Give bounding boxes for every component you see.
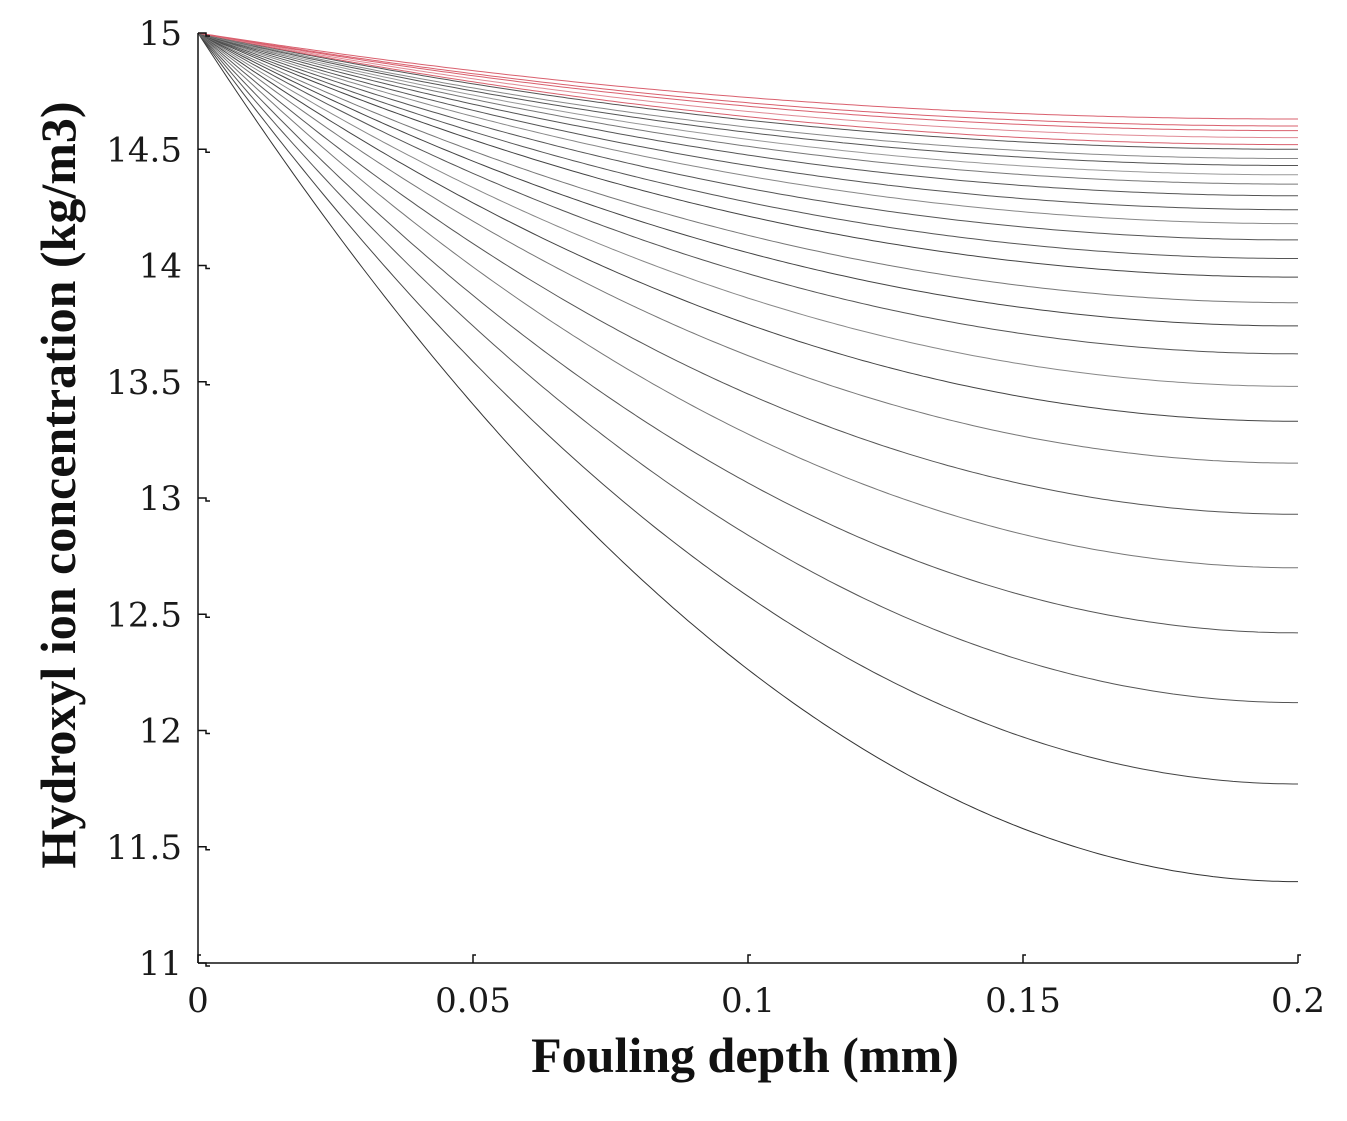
x-tick-label: 0.2 [1271,981,1325,1021]
x-axis-ticks: 0 0.05 0.1 0.15 0.2 [187,954,1325,1021]
y-tick-mark [198,148,210,153]
x-tick-mark [1022,954,1026,963]
curve-25 [197,32,1299,634]
y-tick-label: 13.5 [106,363,182,403]
curve-9 [197,32,1298,176]
axes [197,33,1298,964]
curve-17 [197,32,1298,304]
y-tick-mark [198,264,210,270]
y-tick-label: 13 [139,479,182,519]
y-tick-label: 12.5 [106,595,182,635]
curve-2 [197,32,1298,127]
curve-23 [197,32,1298,515]
x-tick-label: 0.05 [435,981,511,1021]
y-tick-label: 11 [139,944,182,984]
x-tick-mark [1297,954,1301,963]
curve-22 [197,32,1298,464]
curve-19 [197,32,1299,355]
x-tick-mark [472,954,476,963]
y-axis-ticks: 11 11.5 12 12.5 13 13.5 14 14.5 15 [106,14,210,984]
curve-1 [197,32,1298,120]
curve-14 [197,32,1298,241]
curve-8 [197,32,1298,166]
x-tick-label: 0.1 [721,981,775,1021]
curve-27 [197,32,1298,785]
x-tick-label: 0.15 [985,981,1061,1021]
curve-10 [197,32,1298,185]
y-tick-mark [198,613,210,618]
curve-5 [197,32,1298,146]
y-tick-label: 14.5 [106,130,182,170]
y-tick-label: 12 [139,712,182,752]
curve-13 [197,32,1299,225]
curve-24 [197,32,1299,569]
curve-12 [197,32,1298,211]
y-tick-mark [198,497,210,502]
y-axis-title: Hydroxyl ion concentration (kg/m3) [30,101,86,868]
x-tick-mark [747,954,751,963]
y-tick-label: 15 [139,14,182,54]
curve-28 [197,32,1298,883]
y-tick-mark [198,962,210,967]
curve-18 [197,32,1298,327]
x-axis-title: Fouling depth (mm) [531,1027,959,1083]
data-curves [197,32,1299,883]
x-tick-mark [197,954,201,963]
curve-26 [197,32,1298,704]
y-tick-label: 11.5 [106,828,182,868]
curve-7 [197,32,1298,159]
y-tick-label: 14 [139,247,182,287]
curve-16 [197,32,1298,278]
curve-6 [197,32,1299,150]
y-tick-mark [198,846,210,851]
y-tick-mark [198,729,210,735]
curve-20 [197,32,1298,387]
curve-15 [197,32,1298,259]
y-tick-mark [198,381,210,386]
curve-11 [197,32,1298,197]
x-tick-label: 0 [187,981,209,1021]
curve-4 [197,32,1298,139]
curve-21 [197,32,1298,422]
y-tick-mark [198,32,210,37]
curve-3 [197,32,1298,132]
